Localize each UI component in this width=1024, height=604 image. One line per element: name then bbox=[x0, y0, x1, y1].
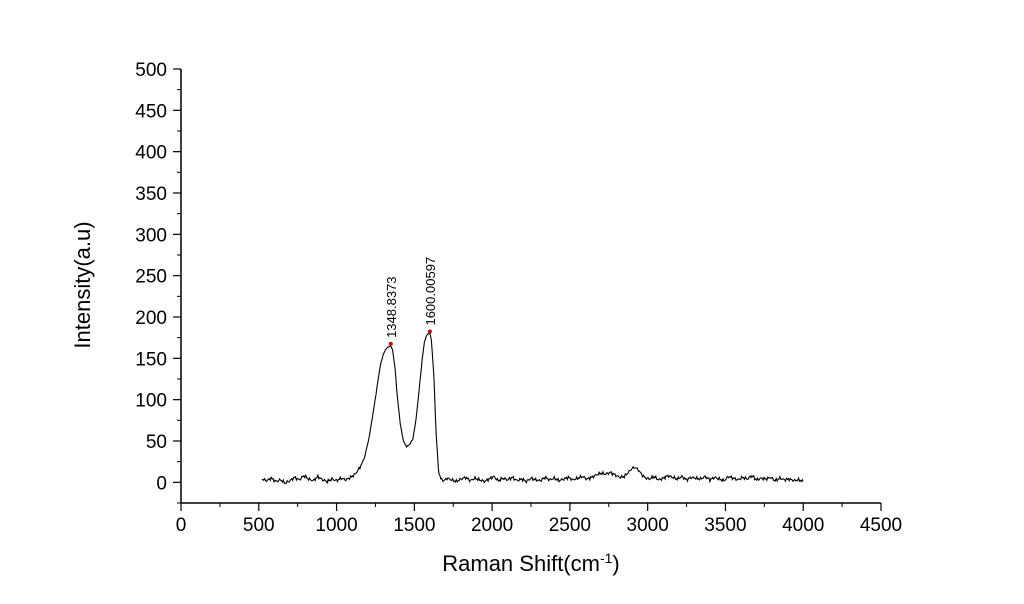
x-tick-label: 2500 bbox=[549, 515, 591, 536]
peak-label: 1600.00597 bbox=[423, 257, 438, 326]
x-tick-label: 4500 bbox=[860, 515, 902, 536]
y-tick-label: 50 bbox=[146, 432, 167, 453]
y-tick-label: 150 bbox=[135, 349, 167, 370]
x-tick-label: 3000 bbox=[627, 515, 669, 536]
x-tick-label: 3500 bbox=[704, 515, 746, 536]
x-tick-label: 4000 bbox=[782, 515, 824, 536]
y-tick-label: 350 bbox=[135, 184, 167, 205]
y-axis: 0 50 100 150 200 250 300 350 400 450 500 bbox=[135, 60, 182, 504]
x-tick-label: 1000 bbox=[315, 515, 357, 536]
y-tick-label: 0 bbox=[156, 473, 167, 494]
x-axis-title: Raman Shift(cm-1) bbox=[442, 550, 620, 576]
x-tick-label: 0 bbox=[176, 515, 187, 536]
y-axis-title: Intensity(a.u) bbox=[70, 221, 95, 348]
x-tick-label: 1500 bbox=[393, 515, 435, 536]
x-tick-label: 500 bbox=[243, 515, 275, 536]
y-tick-label: 300 bbox=[135, 225, 167, 246]
x-axis-title-superscript: -1 bbox=[600, 550, 613, 566]
peak-label: 1348.8373 bbox=[384, 276, 399, 337]
y-tick-label: 250 bbox=[135, 267, 167, 288]
y-tick-label: 500 bbox=[135, 60, 167, 81]
x-tick-label: 2000 bbox=[471, 515, 513, 536]
annotation-layer: 1348.8373 1600.00597 bbox=[384, 257, 438, 346]
peak-marker bbox=[427, 329, 432, 334]
x-axis: 0 500 1000 1500 2000 2500 3000 3500 4000 4500 bbox=[176, 502, 902, 536]
x-axis-title-close: ) bbox=[612, 551, 619, 576]
x-axis-title-main: Raman Shift(cm bbox=[442, 551, 600, 576]
series-layer bbox=[261, 332, 804, 485]
y-tick-label: 100 bbox=[135, 391, 167, 412]
y-tick-label: 450 bbox=[135, 101, 167, 122]
y-tick-label: 400 bbox=[135, 143, 167, 164]
y-tick-label: 200 bbox=[135, 308, 167, 329]
peak-marker bbox=[388, 341, 393, 346]
spectrum-line bbox=[261, 332, 804, 485]
